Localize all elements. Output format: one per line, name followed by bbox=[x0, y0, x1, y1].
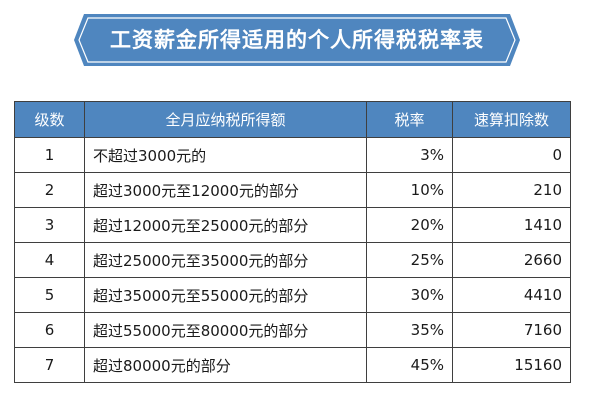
tax-rate-cell: 25% bbox=[366, 242, 453, 278]
tax-rate-table: 级数 全月应纳税所得额 税率 速算扣除数 1 不超过3000元的 3% 0 2 超过300… bbox=[14, 101, 571, 383]
income-range-cell: 不超过3000元的 bbox=[84, 137, 367, 173]
table-row: 6 超过55000元至80000元的部分 35% 7160 bbox=[14, 312, 571, 348]
income-range-cell: 超过12000元至25000元的部分 bbox=[84, 207, 367, 243]
quick-deduction-cell: 7160 bbox=[452, 312, 571, 348]
header-quick-deduction: 速算扣除数 bbox=[452, 101, 571, 138]
tax-rate-cell: 45% bbox=[366, 347, 453, 383]
tax-rate-cell: 20% bbox=[366, 207, 453, 243]
quick-deduction-cell: 1410 bbox=[452, 207, 571, 243]
table-row: 3 超过12000元至25000元的部分 20% 1410 bbox=[14, 207, 571, 243]
table-body: 1 不超过3000元的 3% 0 2 超过3000元至12000元的部分 10% 210 3 超过… bbox=[14, 137, 571, 383]
level-cell: 5 bbox=[14, 277, 85, 313]
level-cell: 4 bbox=[14, 242, 85, 278]
tax-rate-cell: 10% bbox=[366, 172, 453, 208]
table-header-row: 级数 全月应纳税所得额 税率 速算扣除数 bbox=[14, 101, 571, 138]
table-row: 7 超过80000元的部分 45% 15160 bbox=[14, 347, 571, 383]
income-range-cell: 超过80000元的部分 bbox=[84, 347, 367, 383]
level-cell: 6 bbox=[14, 312, 85, 348]
table-row: 5 超过35000元至55000元的部分 30% 4410 bbox=[14, 277, 571, 313]
level-cell: 7 bbox=[14, 347, 85, 383]
level-cell: 3 bbox=[14, 207, 85, 243]
level-cell: 1 bbox=[14, 137, 85, 173]
quick-deduction-cell: 0 bbox=[452, 137, 571, 173]
quick-deduction-cell: 15160 bbox=[452, 347, 571, 383]
tax-rate-cell: 30% bbox=[366, 277, 453, 313]
table-row: 4 超过25000元至35000元的部分 25% 2660 bbox=[14, 242, 571, 278]
table-row: 1 不超过3000元的 3% 0 bbox=[14, 137, 571, 173]
income-range-cell: 超过3000元至12000元的部分 bbox=[84, 172, 367, 208]
tax-rate-cell: 3% bbox=[366, 137, 453, 173]
income-range-cell: 超过55000元至80000元的部分 bbox=[84, 312, 367, 348]
header-tax-rate: 税率 bbox=[366, 101, 453, 138]
page-title: 工资薪金所得适用的个人所得税税率表 bbox=[110, 28, 484, 52]
table-row: 2 超过3000元至12000元的部分 10% 210 bbox=[14, 172, 571, 208]
level-cell: 2 bbox=[14, 172, 85, 208]
quick-deduction-cell: 2660 bbox=[452, 242, 571, 278]
income-range-cell: 超过25000元至35000元的部分 bbox=[84, 242, 367, 278]
quick-deduction-cell: 210 bbox=[452, 172, 571, 208]
quick-deduction-cell: 4410 bbox=[452, 277, 571, 313]
income-range-cell: 超过35000元至55000元的部分 bbox=[84, 277, 367, 313]
header-level: 级数 bbox=[14, 101, 85, 138]
tax-rate-cell: 35% bbox=[366, 312, 453, 348]
banner-ribbon-shape bbox=[74, 14, 520, 66]
header-income-range: 全月应纳税所得额 bbox=[84, 101, 367, 138]
title-banner: 工资薪金所得适用的个人所得税税率表 bbox=[74, 14, 520, 66]
